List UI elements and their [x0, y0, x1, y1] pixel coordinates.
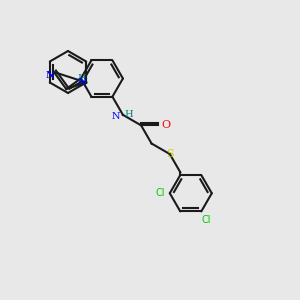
Text: N: N — [45, 71, 54, 80]
Text: H: H — [78, 74, 86, 83]
Text: H: H — [124, 110, 133, 119]
Text: N: N — [78, 78, 87, 87]
Text: Cl: Cl — [155, 188, 164, 198]
Text: S: S — [166, 149, 174, 159]
Text: O: O — [161, 120, 170, 130]
Text: Cl: Cl — [202, 215, 211, 225]
Text: N: N — [111, 112, 120, 122]
